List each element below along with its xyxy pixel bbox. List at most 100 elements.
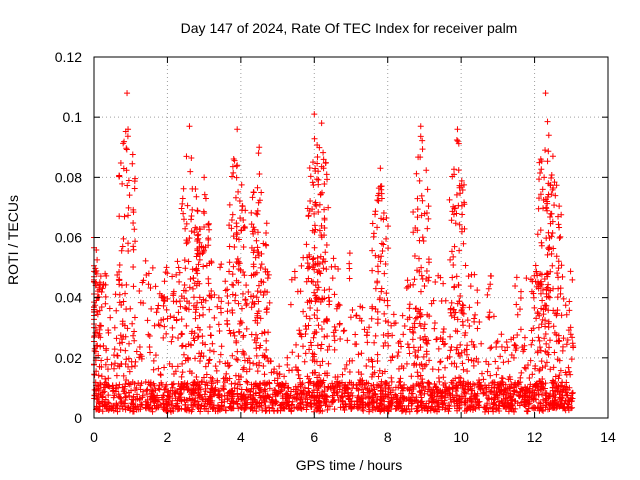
data-point bbox=[450, 203, 457, 210]
data-point bbox=[324, 372, 331, 379]
data-point bbox=[250, 224, 257, 231]
data-point bbox=[121, 213, 128, 220]
data-point bbox=[450, 211, 457, 218]
data-point bbox=[538, 271, 545, 278]
data-point bbox=[518, 288, 525, 295]
data-point bbox=[374, 395, 381, 402]
data-point bbox=[466, 304, 473, 311]
data-point bbox=[235, 258, 242, 265]
data-point bbox=[512, 282, 519, 289]
data-point bbox=[284, 354, 291, 361]
data-point bbox=[425, 380, 432, 387]
data-point bbox=[380, 342, 387, 349]
data-point bbox=[239, 290, 246, 297]
data-point bbox=[300, 387, 307, 394]
data-point bbox=[261, 352, 268, 359]
data-point bbox=[537, 227, 544, 234]
data-point bbox=[225, 300, 232, 307]
data-point bbox=[474, 299, 481, 306]
data-point bbox=[531, 304, 538, 311]
data-point bbox=[526, 386, 533, 393]
data-point bbox=[341, 365, 348, 372]
data-point bbox=[538, 242, 545, 249]
data-point bbox=[538, 406, 545, 413]
data-point bbox=[173, 271, 180, 278]
data-point bbox=[461, 225, 468, 232]
data-point bbox=[369, 305, 376, 312]
data-point bbox=[358, 378, 365, 385]
data-point bbox=[374, 405, 381, 412]
data-point bbox=[375, 197, 382, 204]
data-point bbox=[95, 390, 102, 397]
data-point bbox=[125, 204, 132, 211]
data-point bbox=[313, 202, 320, 209]
data-point bbox=[440, 325, 447, 332]
data-point bbox=[406, 386, 413, 393]
data-point bbox=[321, 224, 328, 231]
data-point bbox=[502, 347, 509, 354]
data-point bbox=[529, 337, 536, 344]
data-point bbox=[437, 358, 444, 365]
data-point bbox=[162, 383, 169, 390]
data-point bbox=[96, 307, 103, 314]
data-point bbox=[538, 166, 545, 173]
data-point bbox=[201, 247, 208, 254]
data-point bbox=[470, 362, 477, 369]
data-point bbox=[451, 403, 458, 410]
data-point bbox=[421, 333, 428, 340]
data-point bbox=[205, 220, 212, 227]
data-point bbox=[192, 266, 199, 273]
data-point bbox=[549, 377, 556, 384]
data-point bbox=[240, 244, 247, 251]
data-point bbox=[169, 363, 176, 370]
data-point bbox=[551, 202, 558, 209]
data-point bbox=[231, 384, 238, 391]
data-point bbox=[297, 405, 304, 412]
data-point bbox=[539, 297, 546, 304]
data-point bbox=[303, 326, 310, 333]
data-point bbox=[493, 339, 500, 346]
data-point bbox=[98, 357, 105, 364]
data-point bbox=[234, 126, 241, 133]
data-point bbox=[224, 286, 231, 293]
data-point bbox=[406, 344, 413, 351]
data-point bbox=[318, 120, 325, 127]
data-point bbox=[98, 373, 105, 380]
x-tick-label: 12 bbox=[527, 429, 543, 445]
data-point bbox=[156, 382, 163, 389]
data-point bbox=[437, 334, 444, 341]
data-point bbox=[298, 333, 305, 340]
data-point bbox=[147, 349, 154, 356]
data-point bbox=[475, 358, 482, 365]
data-point bbox=[169, 333, 176, 340]
data-point bbox=[425, 215, 432, 222]
data-point bbox=[183, 153, 190, 160]
data-point bbox=[270, 368, 277, 375]
data-point bbox=[239, 203, 246, 210]
data-point bbox=[192, 309, 199, 316]
data-point bbox=[417, 372, 424, 379]
data-point bbox=[421, 390, 428, 397]
data-point bbox=[240, 364, 247, 371]
data-point bbox=[136, 395, 143, 402]
data-point bbox=[461, 347, 468, 354]
data-point bbox=[341, 406, 348, 413]
data-point bbox=[315, 322, 322, 329]
data-point bbox=[565, 364, 572, 371]
data-point bbox=[426, 398, 433, 405]
data-point bbox=[307, 198, 314, 205]
data-point bbox=[181, 281, 188, 288]
data-point bbox=[298, 405, 305, 412]
data-point bbox=[358, 350, 365, 357]
data-point bbox=[383, 290, 390, 297]
data-point bbox=[307, 394, 314, 401]
data-point bbox=[214, 303, 221, 310]
y-tick-label: 0.12 bbox=[55, 49, 82, 65]
data-point bbox=[291, 268, 298, 275]
data-point bbox=[461, 401, 468, 408]
data-point bbox=[104, 356, 111, 363]
data-point bbox=[508, 336, 515, 343]
data-point bbox=[105, 329, 112, 336]
x-tick-label: 2 bbox=[164, 429, 172, 445]
data-point bbox=[410, 208, 417, 215]
